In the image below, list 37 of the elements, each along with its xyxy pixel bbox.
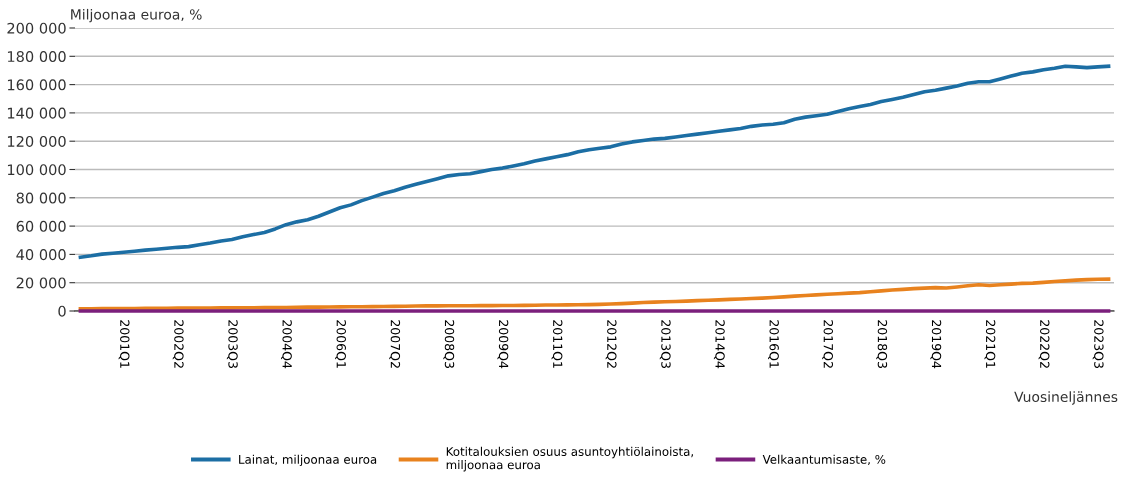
x-tick-label: 2014Q4 xyxy=(713,320,725,369)
line-series xyxy=(78,277,1111,311)
line-series xyxy=(78,64,1111,260)
x-axis-title: Vuosineljännes xyxy=(1014,391,1118,405)
legend-label: Kotitalouksien osuus asuntoyhtiölainoista, miljoonaa euroa xyxy=(446,446,693,472)
y-axis-title: Miljoonaa euroa, % xyxy=(71,8,202,23)
y-tick-label: 80 000 xyxy=(16,192,66,204)
y-tick-label: 0 xyxy=(58,305,66,317)
y-tick-label: 60 000 xyxy=(16,220,66,232)
x-tick-label: 2011Q1 xyxy=(551,320,563,368)
x-tick-label: 2019Q4 xyxy=(930,320,942,369)
legend-label: Lainat, miljoonaa euroa xyxy=(239,454,377,467)
y-tick-label: 200 000 xyxy=(7,22,66,34)
x-tick-label: 2021Q1 xyxy=(984,320,996,368)
y-tick-label: 100 000 xyxy=(7,164,66,176)
x-tick-label: 2004Q4 xyxy=(280,320,292,369)
x-tick-label: 2009Q4 xyxy=(497,320,509,369)
x-tick-label: 2006Q1 xyxy=(335,320,346,368)
x-tick-label: 2002Q2 xyxy=(172,320,184,368)
y-tick-label: 120 000 xyxy=(7,135,66,147)
x-tick-label: 2013Q3 xyxy=(659,320,671,368)
x-tick-label: 2017Q2 xyxy=(822,320,834,368)
y-tick-label: 20 000 xyxy=(16,277,66,289)
x-tick-label: 2023Q3 xyxy=(1092,320,1104,368)
y-tick-label: 140 000 xyxy=(7,107,66,119)
x-tick-label: 2018Q3 xyxy=(876,320,888,368)
x-tick-label: 2022Q2 xyxy=(1038,320,1050,368)
x-tick-label: 2012Q2 xyxy=(605,320,617,368)
x-tick-label: 2003Q3 xyxy=(226,320,238,368)
legend-label: Velkaantumisaste, % xyxy=(762,454,886,466)
x-tick-label: 2016Q1 xyxy=(768,320,779,368)
x-tick-label: 2007Q2 xyxy=(389,320,401,368)
y-tick-label: 180 000 xyxy=(7,51,66,63)
y-tick-label: 40 000 xyxy=(16,249,66,261)
x-tick-label: 2001Q1 xyxy=(118,320,130,368)
y-tick-label: 160 000 xyxy=(7,79,66,91)
x-tick-label: 2008Q3 xyxy=(443,320,455,368)
